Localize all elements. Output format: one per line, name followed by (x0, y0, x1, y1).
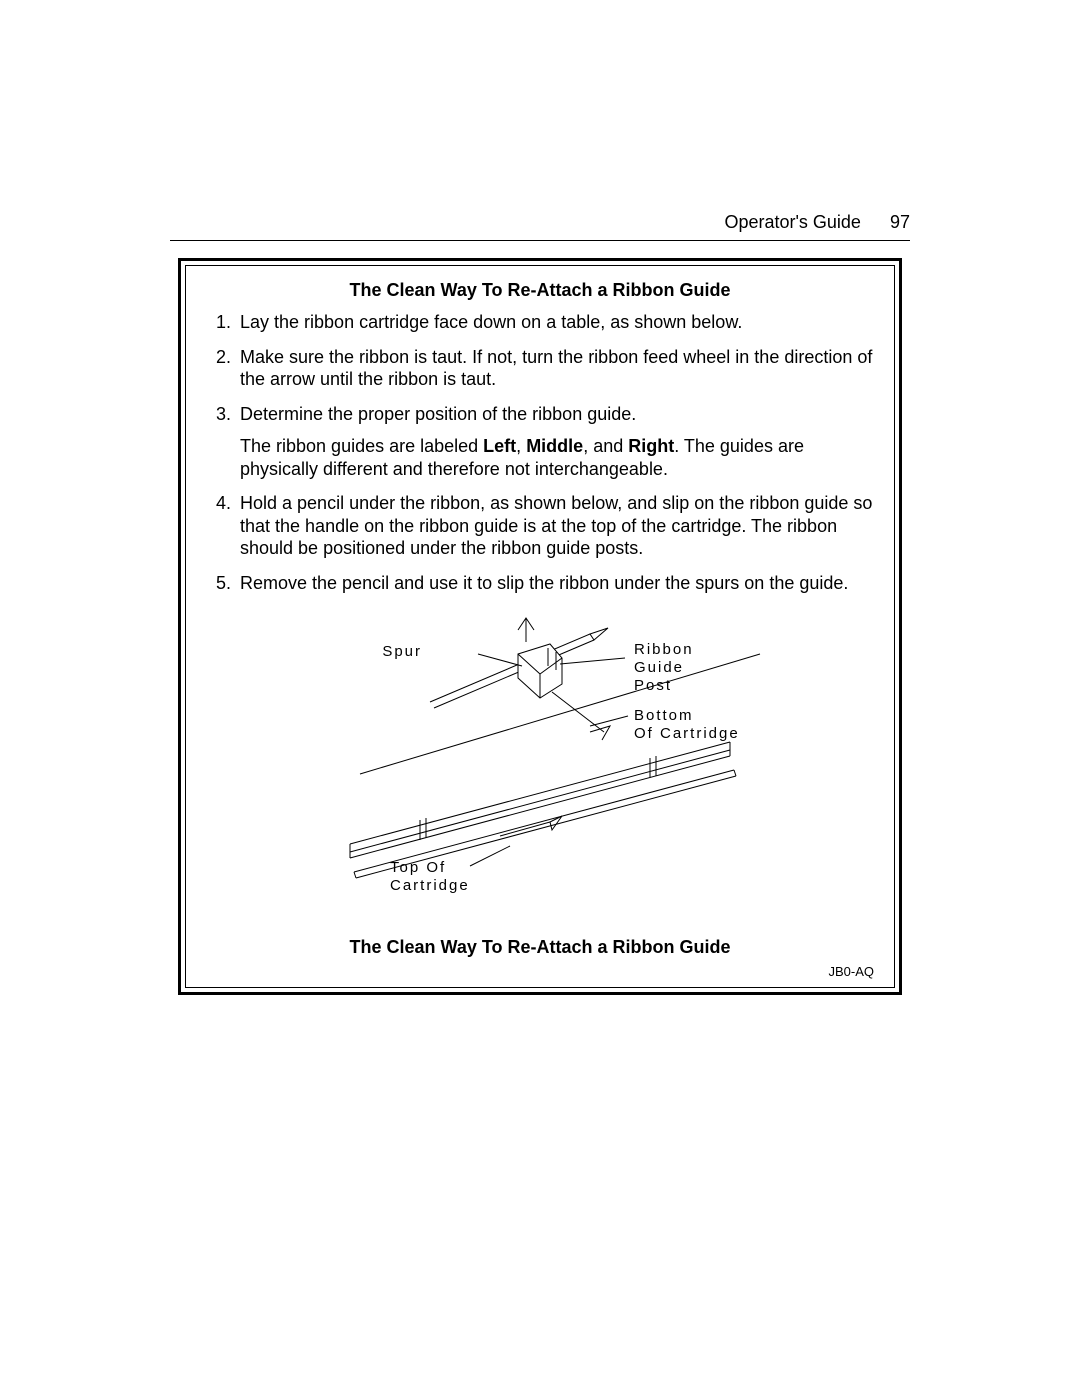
bold-middle: Middle (526, 436, 583, 456)
step-2: Make sure the ribbon is taut. If not, tu… (236, 346, 874, 391)
label-top-2: Cartridge (390, 877, 470, 894)
figure: Spur Ribbon Guide Post Bottom Of Cartrid… (206, 614, 874, 919)
content-frame-inner: The Clean Way To Re-Attach a Ribbon Guid… (185, 265, 895, 988)
box-title: The Clean Way To Re-Attach a Ribbon Guid… (206, 280, 874, 301)
bold-left: Left (483, 436, 516, 456)
header-rule (170, 240, 910, 241)
step-3-text: Determine the proper position of the rib… (240, 404, 636, 424)
step-3-note: The ribbon guides are labeled Left, Midd… (240, 435, 874, 480)
figure-code: JB0-AQ (206, 964, 874, 979)
label-spur: Spur (382, 643, 422, 660)
label-ribbon-guide-post-1: Ribbon (634, 641, 694, 658)
page-header: Operator's Guide 97 (724, 212, 910, 233)
ribbon-diagram: Spur Ribbon Guide Post Bottom Of Cartrid… (290, 614, 790, 914)
content-frame: The Clean Way To Re-Attach a Ribbon Guid… (178, 258, 902, 995)
step-3: Determine the proper position of the rib… (236, 403, 874, 481)
label-top-1: Top Of (390, 859, 446, 876)
bold-right: Right (628, 436, 674, 456)
label-bottom-1: Bottom (634, 707, 694, 724)
label-bottom-2: Of Cartridge (634, 725, 740, 742)
page-number: 97 (890, 212, 910, 232)
step-5: Remove the pencil and use it to slip the… (236, 572, 874, 595)
label-ribbon-guide-post-3: Post (634, 677, 672, 694)
step-1: Lay the ribbon cartridge face down on a … (236, 311, 874, 334)
page: Operator's Guide 97 The Clean Way To Re-… (0, 0, 1080, 1397)
figure-caption: The Clean Way To Re-Attach a Ribbon Guid… (206, 937, 874, 958)
steps-list: Lay the ribbon cartridge face down on a … (206, 311, 874, 594)
step-4: Hold a pencil under the ribbon, as shown… (236, 492, 874, 560)
label-ribbon-guide-post-2: Guide (634, 659, 684, 676)
doc-title: Operator's Guide (724, 212, 861, 232)
